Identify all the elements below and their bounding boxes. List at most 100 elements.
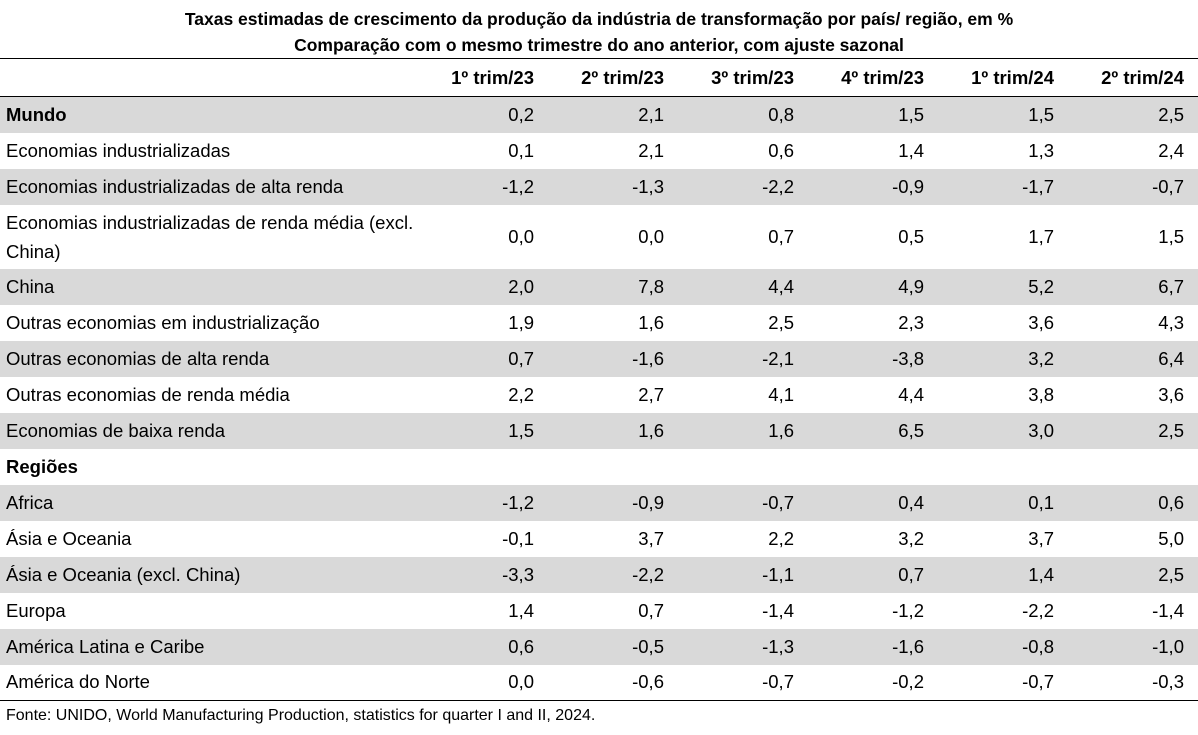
cell-value: -0,7 [1068,168,1198,205]
column-header: 2º trim/23 [548,58,678,97]
cell-value: 1,6 [548,412,678,449]
cell-value: 0,7 [638,599,664,621]
row-label: Economias industrializadas [6,139,231,161]
cell-value: -1,6 [548,340,678,377]
row-label: Europa [6,599,66,621]
column-header: 3º trim/23 [678,58,808,97]
cell-value: 1,7 [1028,225,1054,247]
cell-value: 0,1 [938,484,1068,521]
cell-value: 2,2 [508,383,534,405]
row-label: Economias de baixa renda [0,412,418,449]
table-row: América do Norte 0,0 -0,6 -0,7 -0,2 -0,7… [0,664,1198,701]
header-row: 1º trim/23 2º trim/23 3º trim/23 4º trim… [0,58,1198,97]
cell-value: 2,5 [1068,556,1198,593]
cell-value: -1,3 [678,628,808,665]
cell-value: 2,5 [1068,412,1198,449]
source-footnote: Fonte: UNIDO, World Manufacturing Produc… [6,707,596,724]
cell-value: 0,5 [898,225,924,247]
title-line-2: Comparação com o mesmo trimestre do ano … [294,35,904,55]
cell-value: -1,0 [1068,628,1198,665]
cell-value: -3,8 [808,340,938,377]
cell-value: -1,2 [418,168,548,205]
cell-value: 0,1 [508,139,534,161]
table-row: América Latina e Caribe 0,6 -0,5 -1,3 -1… [0,628,1198,665]
cell-value: 1,4 [508,599,534,621]
table-row: Economias industrializadas de renda médi… [0,205,1198,269]
cell-value: -0,9 [548,484,678,521]
row-label: Outras economias de renda média [6,384,290,405]
table-row: Economias de baixa renda 1,5 1,6 1,6 6,5… [0,412,1198,449]
cell-value: 1,5 [1158,225,1184,247]
table-row: China 2,0 7,8 4,4 4,9 5,2 6,7 [0,268,1198,305]
column-header: 1º trim/24 [938,58,1068,97]
cell-value: 2,1 [638,139,664,161]
cell-value: 6,7 [1068,268,1198,305]
table-row: Outras economias de alta renda 0,7 -1,6 … [0,340,1198,377]
column-header: 4º trim/23 [808,58,938,97]
growth-rates-table: 1º trim/23 2º trim/23 3º trim/23 4º trim… [0,58,1198,701]
cell-value: -0,9 [808,168,938,205]
row-label: Outras economias de alta renda [0,340,418,377]
cell-value: 5,2 [938,268,1068,305]
row-label: Africa [0,484,418,521]
cell-value: 4,4 [898,383,924,405]
cell-value: 6,4 [1068,340,1198,377]
cell-value: 2,3 [898,311,924,333]
cell-value: 2,1 [548,96,678,133]
row-label: América do Norte [0,664,418,701]
cell-value: 2,5 [768,311,794,333]
cell-value: -3,3 [418,556,548,593]
cell-value: 0,0 [638,225,664,247]
cell-value: 4,4 [678,268,808,305]
cell-value: 0,7 [418,340,548,377]
cell-value: -1,7 [938,168,1068,205]
table-row: Mundo 0,2 2,1 0,8 1,5 1,5 2,5 [0,96,1198,133]
cell-value [548,449,678,485]
cell-value: -1,2 [418,484,548,521]
cell-value: -2,2 [548,556,678,593]
cell-value: -1,6 [808,628,938,665]
cell-value: -0,7 [678,664,808,701]
row-label: América Latina e Caribe [0,628,418,665]
column-header: 1º trim/23 [418,58,548,97]
row-label: Mundo [0,96,418,133]
cell-value: -0,7 [678,484,808,521]
cell-value: 0,0 [418,664,548,701]
row-label: Ásia e Oceania [6,527,132,549]
cell-value: 0,8 [678,96,808,133]
cell-value: -0,5 [548,628,678,665]
cell-value: -2,1 [678,340,808,377]
cell-value: 4,1 [768,383,794,405]
cell-value: 3,2 [938,340,1068,377]
cell-value: -1,4 [1152,599,1184,621]
table-row: Economias industrializadas 0,1 2,1 0,6 1… [0,133,1198,169]
cell-value: -0,3 [1068,664,1198,701]
cell-value [418,449,548,485]
cell-value: -1,4 [762,599,794,621]
cell-value: 0,6 [768,139,794,161]
table-row: Ásia e Oceania -0,1 3,7 2,2 3,2 3,7 5,0 [0,521,1198,557]
cell-value: -1,2 [892,599,924,621]
cell-value: 5,0 [1158,527,1184,549]
cell-value: 6,5 [808,412,938,449]
cell-value: 1,4 [938,556,1068,593]
cell-value: -1,1 [678,556,808,593]
cell-value: 1,5 [938,96,1068,133]
row-label: Ásia e Oceania (excl. China) [0,556,418,593]
cell-value: 3,8 [1028,383,1054,405]
cell-value: 1,9 [508,311,534,333]
cell-value: -0,6 [548,664,678,701]
cell-value: 3,6 [1028,311,1054,333]
cell-value: -2,2 [678,168,808,205]
cell-value: 4,9 [808,268,938,305]
cell-value: -0,1 [502,527,534,549]
cell-value: 1,3 [1028,139,1054,161]
row-label: Economias industrializadas de renda médi… [6,211,414,262]
cell-value: -2,2 [1022,599,1054,621]
cell-value: 0,0 [508,225,534,247]
cell-value: 2,0 [418,268,548,305]
cell-value [1068,449,1198,485]
cell-value: 4,3 [1158,311,1184,333]
cell-value: 3,0 [938,412,1068,449]
row-label: Outras economias em industrialização [6,311,320,333]
